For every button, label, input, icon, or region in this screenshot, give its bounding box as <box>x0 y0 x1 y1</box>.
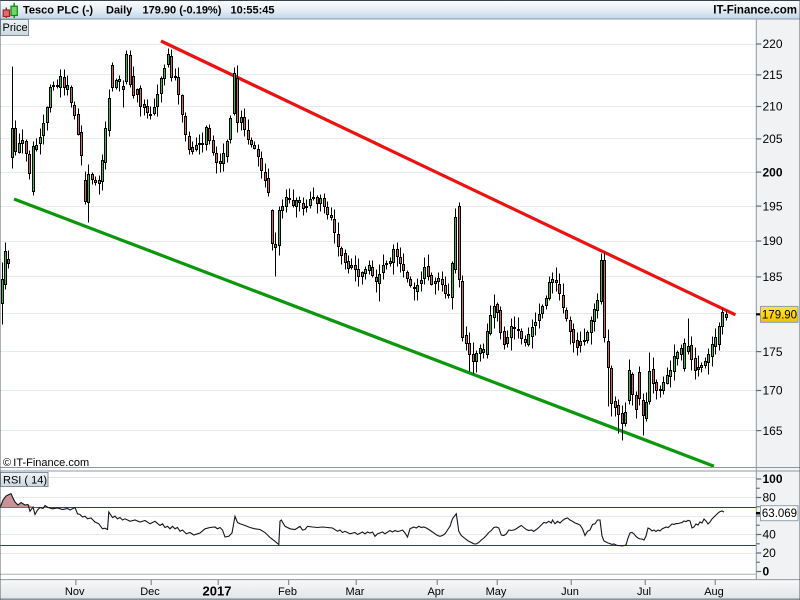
svg-text:80: 80 <box>763 491 777 505</box>
svg-text:2017: 2017 <box>203 584 232 599</box>
svg-text:179.90: 179.90 <box>762 309 797 321</box>
svg-text:© IT-Finance.com: © IT-Finance.com <box>3 457 89 469</box>
svg-text:20: 20 <box>763 546 777 560</box>
svg-text:Aug: Aug <box>704 586 724 598</box>
svg-text:IT-Finance.com: IT-Finance.com <box>713 5 797 17</box>
svg-text:165: 165 <box>763 424 783 438</box>
svg-text:215: 215 <box>763 68 783 82</box>
svg-text:185: 185 <box>763 270 783 284</box>
svg-text:Mar: Mar <box>346 586 365 598</box>
svg-text:179.90 (-0.19%): 179.90 (-0.19%) <box>143 5 222 17</box>
svg-text:RSI ( 14): RSI ( 14) <box>3 475 47 487</box>
svg-text:10:55:45: 10:55:45 <box>231 5 275 17</box>
svg-text:175: 175 <box>763 345 783 359</box>
svg-text:195: 195 <box>763 199 783 213</box>
svg-text:Jun: Jun <box>561 586 579 598</box>
svg-text:63.069: 63.069 <box>762 508 797 520</box>
svg-text:170: 170 <box>763 384 783 398</box>
svg-text:210: 210 <box>763 100 783 114</box>
svg-text:Price: Price <box>3 22 28 34</box>
svg-text:40: 40 <box>763 528 777 542</box>
svg-text:Tesco PLC (-): Tesco PLC (-) <box>23 5 93 17</box>
svg-text:205: 205 <box>763 132 783 146</box>
svg-text:Dec: Dec <box>140 586 160 598</box>
svg-text:Daily: Daily <box>106 5 133 17</box>
svg-text:Jul: Jul <box>637 586 651 598</box>
svg-text:190: 190 <box>763 234 783 248</box>
svg-text:0: 0 <box>763 565 770 579</box>
svg-text:200: 200 <box>763 165 783 179</box>
svg-text:Feb: Feb <box>278 586 297 598</box>
svg-text:May: May <box>486 586 507 598</box>
svg-text:100: 100 <box>763 472 783 486</box>
svg-text:Apr: Apr <box>427 586 444 598</box>
svg-text:220: 220 <box>763 37 783 51</box>
svg-text:Nov: Nov <box>65 586 85 598</box>
